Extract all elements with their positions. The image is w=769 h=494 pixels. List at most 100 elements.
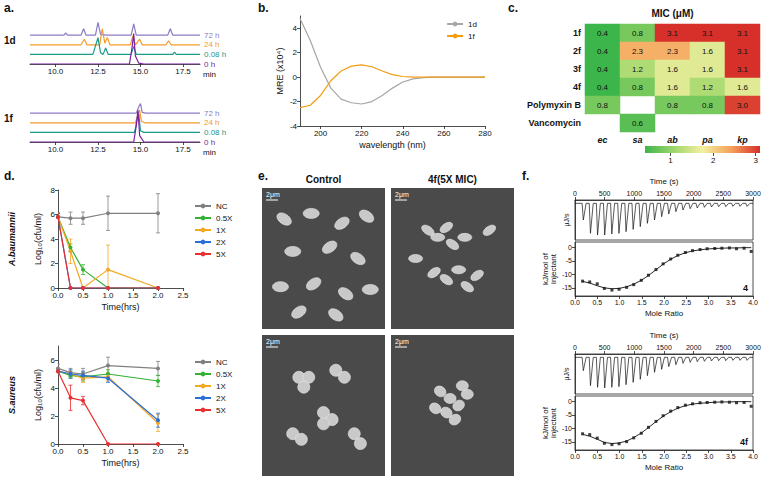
svg-text:72 h: 72 h — [204, 109, 220, 118]
svg-text:0.5: 0.5 — [592, 299, 602, 306]
svg-text:1000: 1000 — [627, 344, 643, 351]
svg-text:ab: ab — [667, 135, 678, 145]
svg-text:24 h: 24 h — [204, 118, 220, 127]
svg-text:1.5: 1.5 — [127, 291, 139, 300]
svg-text:1.0: 1.0 — [615, 453, 625, 460]
svg-text:3.0: 3.0 — [704, 299, 714, 306]
svg-text:4.0: 4.0 — [748, 453, 758, 460]
svg-text:2000: 2000 — [686, 190, 702, 197]
svg-text:1: 1 — [668, 156, 673, 165]
svg-text:0.8: 0.8 — [632, 83, 644, 92]
svg-text:1.6: 1.6 — [667, 83, 679, 92]
svg-text:1.5: 1.5 — [637, 299, 647, 306]
svg-text:2X: 2X — [216, 238, 226, 247]
svg-text:A.baumannii: A.baumannii — [7, 212, 17, 268]
svg-text:2: 2 — [711, 156, 716, 165]
svg-text:15.0: 15.0 — [133, 145, 149, 154]
svg-text:0.5X: 0.5X — [216, 214, 233, 223]
svg-text:1d: 1d — [468, 20, 477, 29]
svg-text:0.5: 0.5 — [77, 291, 89, 300]
svg-text:0.0: 0.0 — [52, 291, 64, 300]
svg-text:17.5: 17.5 — [175, 67, 191, 76]
svg-text:Control: Control — [306, 174, 342, 185]
svg-text:0.4: 0.4 — [597, 65, 609, 74]
svg-text:wavelength (nm): wavelength (nm) — [358, 140, 426, 150]
svg-text:2.0: 2.0 — [659, 299, 669, 306]
svg-text:Vancomycin: Vancomycin — [528, 118, 581, 128]
svg-text:4f: 4f — [740, 437, 749, 447]
svg-text:2X: 2X — [216, 394, 226, 403]
svg-text:3000: 3000 — [745, 190, 761, 197]
svg-text:3: 3 — [754, 156, 759, 165]
svg-text:6: 6 — [51, 356, 56, 365]
svg-text:2000: 2000 — [686, 344, 702, 351]
svg-text:2.3: 2.3 — [632, 47, 644, 56]
svg-text:2.5: 2.5 — [681, 453, 691, 460]
svg-text:0.8: 0.8 — [702, 101, 714, 110]
svg-text:1.5: 1.5 — [127, 447, 139, 456]
svg-text:-15: -15 — [562, 284, 572, 291]
svg-text:3.1: 3.1 — [737, 29, 749, 38]
svg-text:2: 2 — [293, 48, 298, 57]
svg-text:12.5: 12.5 — [90, 145, 106, 154]
svg-text:4: 4 — [293, 24, 298, 33]
svg-text:1500: 1500 — [656, 190, 672, 197]
svg-text:4f(5X MIC): 4f(5X MIC) — [428, 174, 477, 185]
svg-text:4: 4 — [51, 235, 56, 244]
svg-text:5X: 5X — [216, 406, 226, 415]
svg-text:1d: 1d — [4, 35, 16, 46]
svg-text:Polymyxin B: Polymyxin B — [527, 100, 582, 110]
svg-text:1f: 1f — [4, 113, 14, 124]
svg-text:-2: -2 — [290, 97, 298, 106]
svg-text:ec: ec — [597, 135, 607, 145]
svg-text:0.4: 0.4 — [597, 47, 609, 56]
svg-text:0.6: 0.6 — [632, 119, 644, 128]
svg-text:240: 240 — [396, 129, 410, 138]
svg-text:3.1: 3.1 — [702, 29, 714, 38]
svg-text:injectant: injectant — [549, 407, 558, 438]
svg-text:0.4: 0.4 — [597, 83, 609, 92]
svg-text:3.0: 3.0 — [704, 453, 714, 460]
svg-text:2.5: 2.5 — [177, 291, 189, 300]
svg-text:2: 2 — [51, 412, 56, 421]
svg-text:3.0: 3.0 — [737, 101, 749, 110]
svg-text:500: 500 — [599, 190, 611, 197]
svg-text:0.4: 0.4 — [597, 29, 609, 38]
svg-text:1X: 1X — [216, 226, 226, 235]
svg-text:1000: 1000 — [627, 190, 643, 197]
svg-text:MRE (x10⁴): MRE (x10⁴) — [275, 48, 285, 95]
svg-text:1.2: 1.2 — [632, 65, 644, 74]
svg-text:72 h: 72 h — [204, 31, 220, 40]
svg-text:0 h: 0 h — [204, 60, 215, 69]
svg-text:3000: 3000 — [745, 344, 761, 351]
svg-text:200: 200 — [314, 129, 328, 138]
svg-text:2.3: 2.3 — [667, 47, 679, 56]
svg-text:Time (s): Time (s) — [649, 331, 678, 340]
svg-text:2.5: 2.5 — [177, 447, 189, 456]
svg-text:2f: 2f — [573, 46, 582, 56]
svg-text:0.08 h: 0.08 h — [204, 128, 226, 137]
svg-text:8: 8 — [51, 186, 56, 195]
svg-text:injectant: injectant — [549, 253, 558, 284]
svg-text:280: 280 — [478, 129, 492, 138]
svg-text:1500: 1500 — [656, 344, 672, 351]
svg-text:1.6: 1.6 — [667, 65, 679, 74]
svg-text:Mole Ratio: Mole Ratio — [645, 309, 684, 318]
svg-text:500: 500 — [599, 344, 611, 351]
svg-text:2.5: 2.5 — [681, 299, 691, 306]
svg-text:2μm: 2μm — [395, 338, 409, 346]
svg-text:NC: NC — [216, 358, 228, 367]
svg-text:-15: -15 — [562, 438, 572, 445]
svg-text:4f: 4f — [573, 82, 582, 92]
svg-text:2μm: 2μm — [395, 191, 409, 199]
svg-text:2.0: 2.0 — [659, 453, 669, 460]
svg-text:0.0: 0.0 — [570, 299, 580, 306]
svg-text:6: 6 — [51, 210, 56, 219]
svg-text:Log₁₀(cfu/ml): Log₁₀(cfu/ml) — [33, 369, 43, 421]
svg-text:3.5: 3.5 — [726, 299, 736, 306]
svg-text:4: 4 — [743, 283, 748, 293]
svg-text:0.8: 0.8 — [632, 29, 644, 38]
svg-text:0.5: 0.5 — [77, 447, 89, 456]
svg-text:24 h: 24 h — [204, 40, 220, 49]
svg-text:Log₁₀(cfu/ml): Log₁₀(cfu/ml) — [33, 213, 43, 265]
